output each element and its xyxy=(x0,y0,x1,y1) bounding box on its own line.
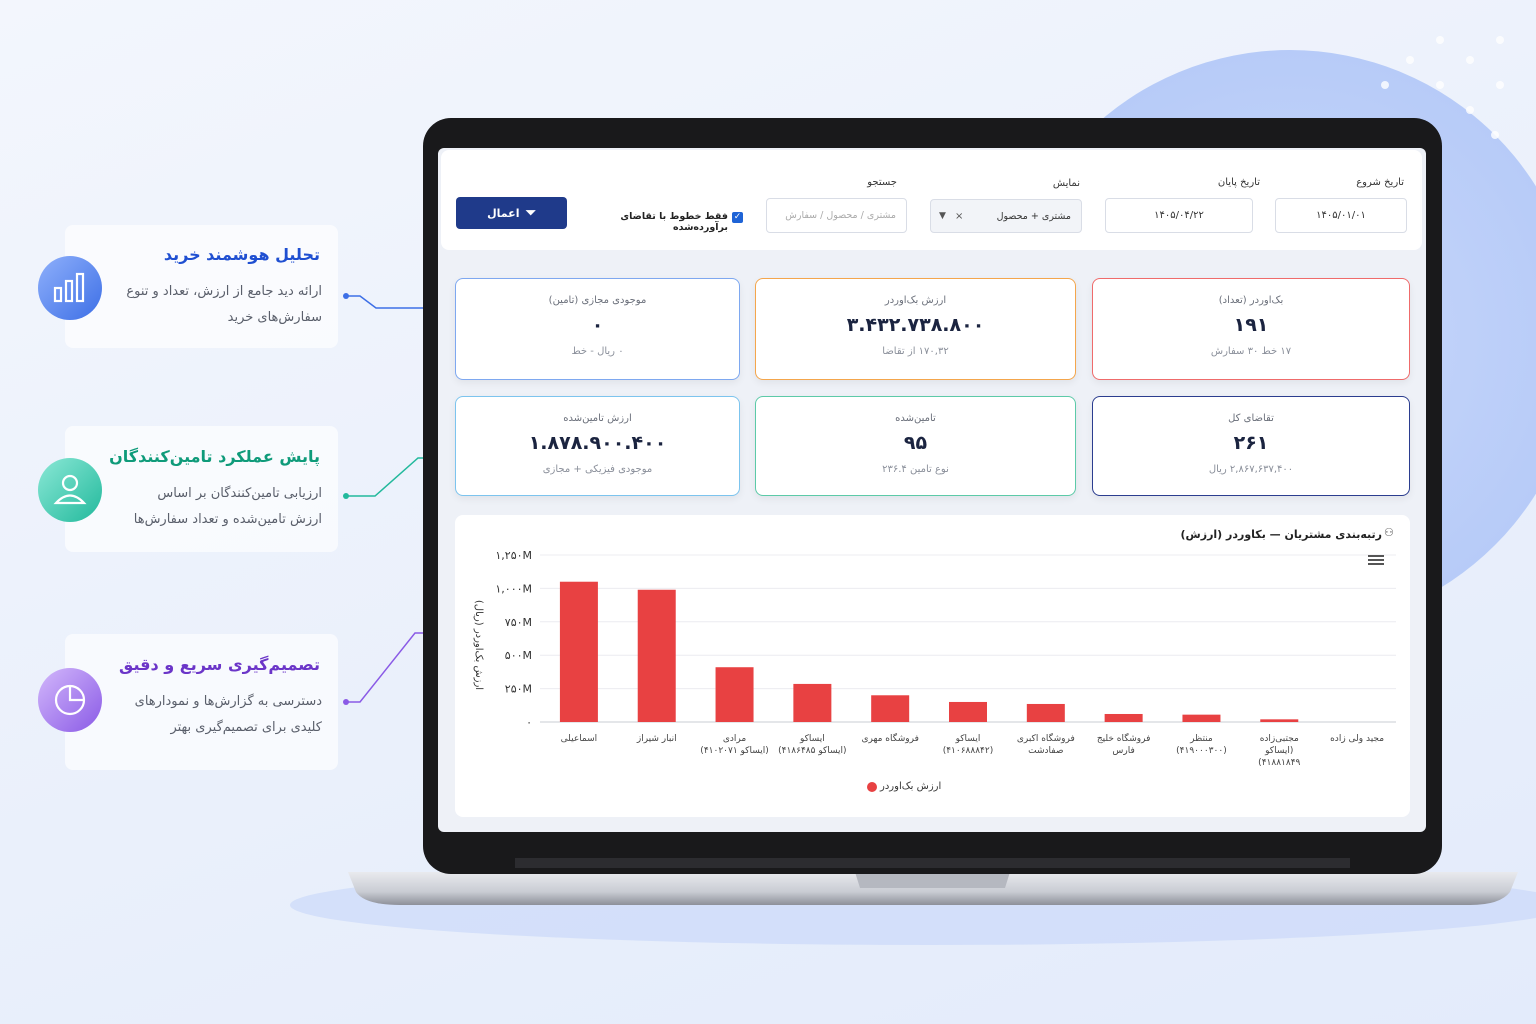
bar xyxy=(1260,719,1299,722)
kpi-card: ارزش تامین‌شده ۱.۸۷۸.۹۰۰.۴۰۰ موجودی فیزیکی… xyxy=(455,396,740,496)
bar-icon xyxy=(53,272,85,303)
feature-box xyxy=(65,225,338,348)
kpi-label: بک‌اوردر (تعداد) xyxy=(1218,295,1284,306)
connector xyxy=(346,295,436,309)
kpi-label: موجودی مجازی (تامین) xyxy=(548,295,647,306)
feature-text: دسترسی به گزارش‌ها و نمودارهای کلیدی برا… xyxy=(134,694,322,735)
display-select[interactable]: ▼ × مشتری + محصول xyxy=(930,199,1082,233)
x-tick-label: مجید ولی زاده xyxy=(1330,734,1385,744)
kpi-sub: ۱۷۰,۳۲ از تقاضا xyxy=(882,346,949,357)
dropdown-icon: ▼ xyxy=(939,211,946,221)
feature-text: ارائه دید جامع از ارزش، تعداد و تنوع سفا… xyxy=(126,284,322,325)
y-tick-label: ۱,۰۰۰M xyxy=(495,582,532,595)
feature-text: ارزیابی تامین‌کنندگان بر اساس ارزش تامین… xyxy=(133,486,322,527)
feature-box xyxy=(65,426,338,552)
bar xyxy=(1026,703,1065,722)
x-tick-label: منتظر (۴۱۹۰۰۰۳۰۰) xyxy=(1176,734,1227,756)
legend-marker xyxy=(867,782,877,792)
connector-dot xyxy=(343,293,349,299)
x-tick-label: ایساکو (ایساکو ۴۱۸۶۴۸۵) xyxy=(778,734,847,756)
y-tick-label: ۲۵۰M xyxy=(505,683,532,696)
checkbox-label: فقط خطوط با تقاضای برآورده‌شده xyxy=(620,211,728,233)
filter-label: تاریخ پایان xyxy=(1217,177,1260,188)
x-tick-label: اسماعیلی xyxy=(560,734,598,744)
y-tick-label: ۵۰۰M xyxy=(505,649,532,662)
pie-icon xyxy=(54,684,86,716)
dot-pattern xyxy=(1381,36,1504,139)
feature-title: پایش عملکرد تامین‌کنندگان xyxy=(109,447,320,466)
date-input[interactable]: ۱۴۰۵/۰۱/۰۱ xyxy=(1275,198,1407,233)
bar xyxy=(715,667,754,722)
x-tick-label: ایساکو (۴۱۰۶۸۸۸۴۲) xyxy=(942,734,994,756)
clear-icon[interactable]: × xyxy=(955,210,964,222)
connector-dot xyxy=(343,699,349,705)
bar xyxy=(949,701,987,722)
kpi-card: تامین‌شده ۹۵ نوع تامین ۲۳۶.۴ xyxy=(755,396,1076,496)
laptop-base xyxy=(348,872,1518,905)
connector xyxy=(346,457,436,497)
kpi-card: ارزش بک‌اوردر ۳.۴۳۲.۷۳۸.۸۰۰ ۱۷۰,۳۲ از تقاض… xyxy=(755,278,1076,380)
x-tick-label: فروشگاه خلیج فارس xyxy=(1096,734,1151,756)
kpi-card: تقاضای کل ۲۶۱ ۲,۸۶۷,۶۳۷,۴۰۰ ریال xyxy=(1092,396,1410,496)
chart-menu[interactable] xyxy=(1368,553,1384,567)
apply-button[interactable]: ⏷ اعمال xyxy=(456,197,567,229)
kpi-sub: موجودی فیزیکی + مجازی xyxy=(542,464,653,475)
feature-title: تصمیم‌گیری سریع و دقیق xyxy=(119,655,320,674)
kpi-label: تامین‌شده xyxy=(895,413,936,424)
button-label: اعمال xyxy=(487,206,520,220)
kpi-sub: ۱۷ خط ۳۰ سفارش xyxy=(1210,346,1292,357)
search-input[interactable]: مشتری / محصول / سفارش xyxy=(766,198,907,233)
bar xyxy=(559,581,598,722)
x-tick-label: انبار شیراز xyxy=(636,734,677,744)
chart: ۰ ۲۵۰M ۵۰۰M ۷۵۰M ۱,۰۰۰M ۱,۲۵۰M ارزش بک‌اوردر (… xyxy=(473,549,1396,792)
filter-label: جستجو xyxy=(867,177,897,188)
filter-label: تاریخ شروع xyxy=(1356,177,1404,188)
legend-label: ارزش بک‌اوردر xyxy=(880,781,942,792)
kpi-card: موجودی مجازی (تامین) ۰ ۰ ریال - خط xyxy=(455,278,740,380)
select-value: مشتری + محصول xyxy=(996,210,1071,222)
kpi-card: بک‌اوردر (تعداد) ۱۹۱ ۱۷ خط ۳۰ سفارش xyxy=(1092,278,1410,380)
user-icon xyxy=(53,474,87,505)
filter-label: نمایش xyxy=(1052,178,1080,189)
chart-title: رتبه‌بندی مشتریان — بکاوردر (ارزش) xyxy=(1180,528,1382,541)
y-axis-label: ارزش بک‌اوردر (ریال) xyxy=(473,600,484,690)
feature-icon xyxy=(38,256,102,320)
feature-box xyxy=(65,634,338,770)
connector-dot xyxy=(343,493,349,499)
x-tick-label: فروشگاه اکبری صفادشت xyxy=(1016,734,1075,756)
kpi-value: ۱۹۱ xyxy=(1233,314,1269,336)
date-input[interactable]: ۱۴۰۵/۰۴/۲۲ xyxy=(1105,198,1253,233)
chart-panel xyxy=(455,515,1410,817)
x-tick-label: مجتبی‌زاده (ایساکو ۴۱۸۸۱۸۴۹) xyxy=(1258,734,1301,768)
kpi-sub: ۲,۸۶۷,۶۳۷,۴۰۰ ریال xyxy=(1208,464,1294,475)
laptop-notch xyxy=(855,872,1010,888)
chart-icon: ⚇ xyxy=(1384,526,1394,539)
kpi-label: تقاضای کل xyxy=(1228,413,1274,424)
x-tick-label: مرادی (ایساکو ۴۱۰۲۰۷۱) xyxy=(700,734,769,756)
bar xyxy=(871,695,910,722)
kpi-value: ۳.۴۳۲.۷۳۸.۸۰۰ xyxy=(846,314,985,336)
kpi-value: ۹۵ xyxy=(903,432,928,454)
laptop-hinge xyxy=(515,858,1350,868)
kpi-value: ۰ xyxy=(591,314,604,336)
bar xyxy=(637,589,676,722)
kpi-value: ۲۶۱ xyxy=(1233,432,1269,454)
y-tick-label: ۱,۲۵۰M xyxy=(495,549,532,562)
filter-icon: ⏷ xyxy=(525,205,536,221)
kpi-sub: ۰ ریال - خط xyxy=(571,346,624,357)
kpi-value: ۱.۸۷۸.۹۰۰.۴۰۰ xyxy=(528,432,667,454)
bar xyxy=(1104,713,1143,722)
y-tick-label: ۰ xyxy=(526,716,532,729)
kpi-label: ارزش بک‌اوردر xyxy=(884,295,947,306)
connector xyxy=(346,632,436,703)
bar xyxy=(1182,714,1221,722)
checkbox[interactable]: ✓ xyxy=(732,212,743,223)
feature-title: تحلیل هوشمند خرید xyxy=(163,245,320,264)
kpi-sub: نوع تامین ۲۳۶.۴ xyxy=(882,464,949,475)
x-tick-label: فروشگاه مهری xyxy=(861,734,919,744)
bar xyxy=(793,683,832,722)
y-tick-label: ۷۵۰M xyxy=(505,616,532,629)
kpi-label: ارزش تامین‌شده xyxy=(563,413,632,424)
